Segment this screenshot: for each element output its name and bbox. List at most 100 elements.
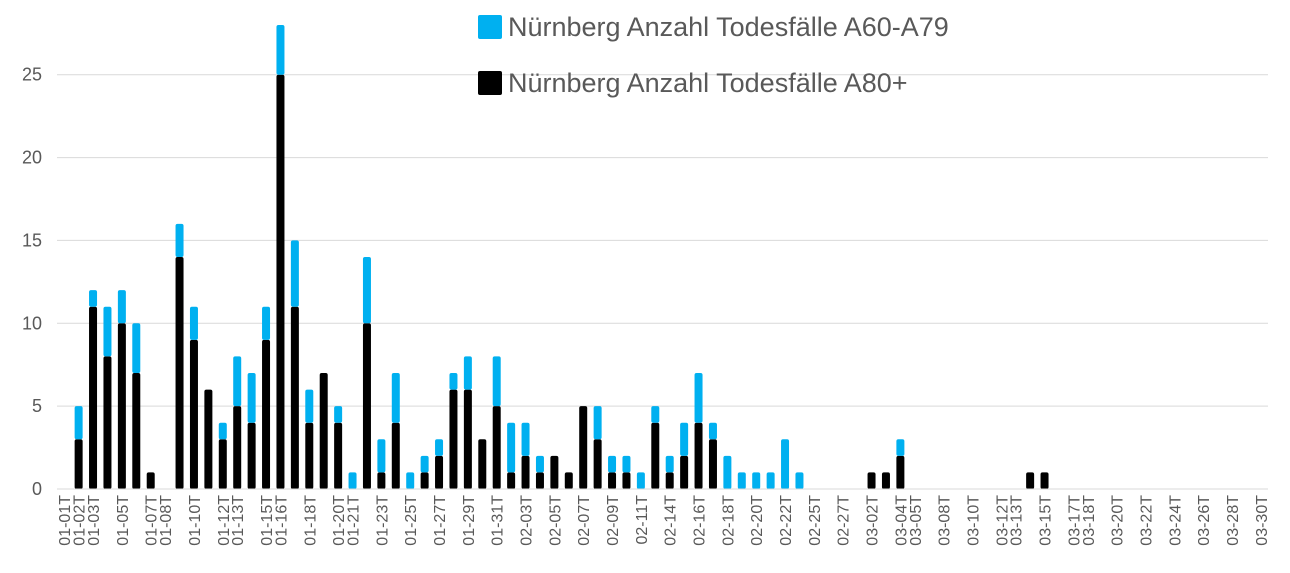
x-tick-label: 02-09T [605,495,622,546]
bar-segment-a60-a79 [723,455,732,489]
bar-segment-a80plus [867,472,876,489]
x-tick-label: 01-20T [331,495,348,546]
bar-segment-a60-a79 [781,439,790,489]
bar-segment-a60-a79 [175,223,184,257]
legend: Nürnberg Anzahl Todesfälle A60-A79 Nürnb… [478,10,949,122]
bar-segment-a60-a79 [262,306,271,340]
x-tick-label: 03-24T [1167,495,1184,546]
bar-segment-a60-a79 [593,406,602,440]
legend-label-a60-a79: Nürnberg Anzahl Todesfälle A60-A79 [508,11,949,42]
x-tick-label: 01-16T [273,495,290,546]
bar-segment-a60-a79 [680,422,689,456]
y-tick-label: 15 [22,230,42,250]
bar-segment-a80plus [290,306,299,489]
x-tick-label: 01-07T [144,495,161,546]
bar-segment-a60-a79 [636,472,645,489]
x-tick-label: 03-05T [908,495,925,546]
bar-segment-a60-a79 [608,455,617,473]
bar-segment-a60-a79 [694,373,703,423]
bar-segment-a80plus [233,406,242,489]
x-tick-label: 01-05T [115,495,132,546]
bar-segment-a80plus [478,439,487,489]
bar-segment-a60-a79 [290,240,299,307]
bar-segment-a80plus [896,455,905,489]
bar-segment-a60-a79 [334,406,343,423]
bar-segment-a80plus [391,422,400,489]
bar-segment-a60-a79 [74,406,83,440]
x-tick-label: 03-08T [937,495,954,546]
bar-segment-a60-a79 [247,373,256,423]
bar-segment-a80plus [262,339,271,489]
bar-segment-a60-a79 [189,306,198,340]
bar-segment-a80plus [377,472,386,489]
y-tick-label: 0 [32,479,42,499]
x-tick-label: 01-08T [158,495,175,546]
bar-segment-a80plus [492,406,501,489]
bar-segment-a80plus [608,472,617,489]
bar-segment-a60-a79 [435,439,444,456]
bar-segment-a60-a79 [103,306,112,357]
bar-segment-a60-a79 [117,290,126,324]
bar-segment-a80plus [449,389,458,489]
bar-segment-a80plus [708,439,717,489]
bar-segment-a80plus [132,373,141,489]
x-tick-label: 02-05T [547,495,564,546]
bar-segment-a80plus [521,455,530,489]
x-tick-label: 02-18T [720,495,737,546]
bar-segment-a80plus [881,472,890,489]
x-tick-label: 02-25T [807,495,824,546]
x-tick-label: 03-20T [1110,495,1127,546]
bar-segment-a60-a79 [218,422,227,440]
legend-item-a60-a79: Nürnberg Anzahl Todesfälle A60-A79 [478,10,949,44]
x-tick-label: 03-10T [965,495,982,546]
bar-segment-a80plus [305,422,314,489]
x-tick-label: 02-11T [634,495,651,545]
y-axis: 0 5 10 15 20 25 [22,65,42,499]
x-tick-label: 01-27T [432,495,449,546]
x-tick-label: 03-28T [1225,495,1242,546]
x-tick-label: 01-31T [490,495,507,546]
y-tick-label: 20 [22,148,42,168]
bar-segment-a80plus [550,455,559,489]
bar-segment-a80plus [507,472,516,489]
bar-segment-a60-a79 [391,373,400,423]
x-tick-label: 02-22T [778,495,795,546]
bar-segment-a80plus [319,373,328,489]
y-tick-label: 5 [32,396,42,416]
bar-segment-a80plus [651,422,660,489]
x-tick-label: 03-15T [1038,495,1055,546]
x-tick-label: 02-14T [663,495,680,546]
bar-segment-a60-a79 [622,455,631,473]
x-tick-label: 01-02T [72,495,89,546]
bar-segment-a60-a79 [492,356,501,407]
x-tick-label: 03-04T [893,495,910,546]
bar-segment-a80plus [146,472,155,489]
bars [74,25,1049,490]
bar-segment-a80plus [276,74,285,490]
legend-label-a80plus: Nürnberg Anzahl Todesfälle A80+ [508,67,908,98]
x-tick-label: 01-15T [259,495,276,546]
bar-segment-a60-a79 [132,323,141,373]
bar-segment-a80plus [1040,472,1049,489]
legend-swatch-a60-a79 [478,15,502,39]
bar-segment-a60-a79 [507,422,516,473]
bar-segment-a60-a79 [420,455,429,473]
bar-segment-a80plus [175,257,184,489]
bar-segment-a60-a79 [896,439,905,456]
x-tick-label: 02-27T [836,495,853,546]
y-tick-label: 25 [22,65,42,85]
bar-segment-a60-a79 [377,439,386,473]
bar-segment-a60-a79 [535,455,544,473]
bar-segment-a60-a79 [276,25,285,75]
x-tick-label: 03-22T [1138,495,1155,546]
bar-segment-a80plus [463,389,472,489]
bar-segment-a60-a79 [406,472,415,489]
x-tick-label: 01-23T [374,495,391,546]
bar-segment-a80plus [622,472,631,489]
bar-segment-a60-a79 [305,389,314,423]
x-tick-label: 02-03T [519,495,536,546]
x-tick-label: 03-02T [865,495,882,546]
bar-segment-a80plus [564,472,573,489]
